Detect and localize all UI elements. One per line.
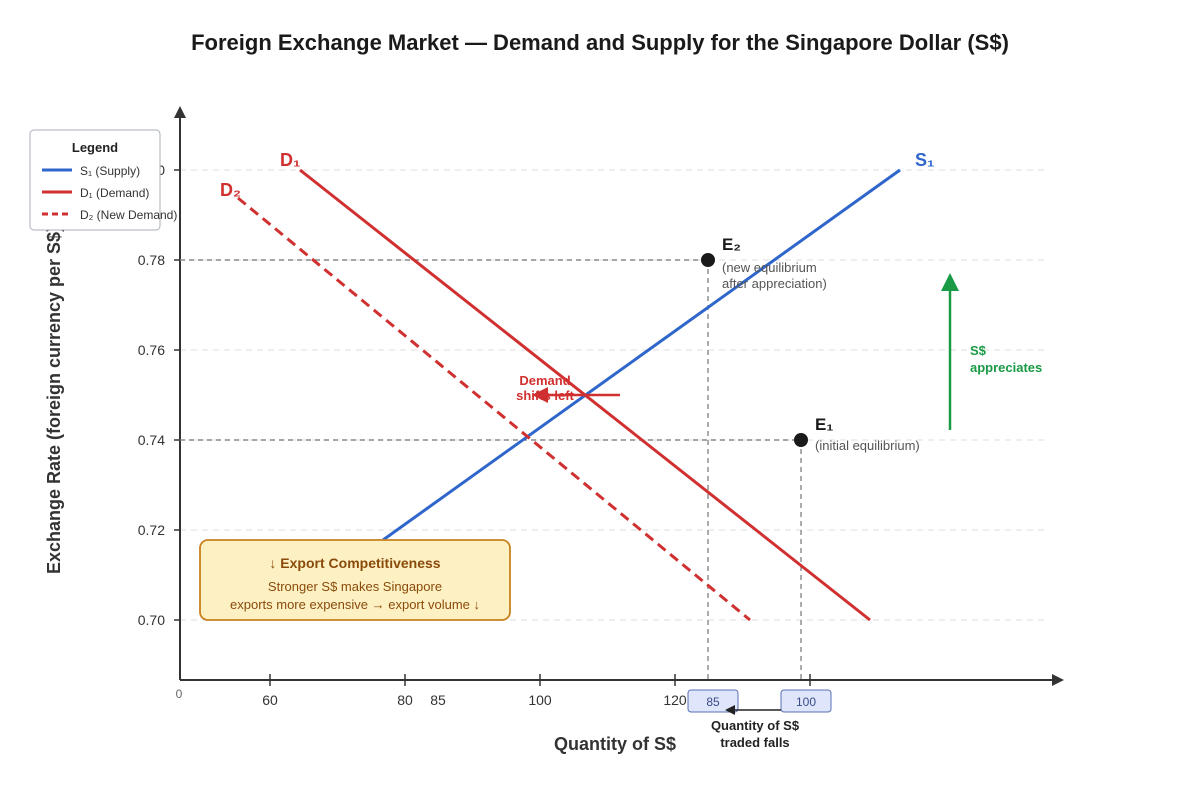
- quantity-old-box: 100: [780, 689, 832, 713]
- x-tick-label: 60: [262, 692, 278, 708]
- x-tick-label: 120: [663, 692, 687, 708]
- export-box-title: ↓ Export Competitiveness: [269, 555, 440, 571]
- quantity-new-box: 85: [687, 689, 739, 713]
- quantity-falls-line2: traded falls: [720, 735, 789, 750]
- legend-item-new-demand: D₂ (New Demand): [80, 208, 177, 222]
- legend-title: Legend: [72, 140, 118, 155]
- legend-item-demand: D₁ (Demand): [80, 186, 149, 200]
- origin-label: 0: [176, 687, 183, 701]
- legend-item-supply: S₁ (Supply): [80, 164, 140, 178]
- demand2-curve-label: D₂: [220, 180, 241, 200]
- export-box-line1: Stronger S$ makes Singapore: [268, 579, 442, 594]
- x-axis-title: Quantity of S$: [554, 734, 676, 754]
- appreciation-label-line2: appreciates: [970, 360, 1042, 375]
- demand-curve-d2: [237, 196, 751, 622]
- chart-title: Foreign Exchange Market — Demand and Sup…: [191, 30, 1009, 55]
- export-competitiveness-box: ↓ Export Competitiveness Stronger S$ mak…: [199, 539, 511, 621]
- quantity-falls-line1: Quantity of S$: [711, 718, 800, 733]
- quantity-old-value: 100: [796, 695, 816, 709]
- y-tick-label: 0.70: [138, 612, 165, 628]
- x-tick-label: 80: [397, 692, 413, 708]
- export-box-line2: exports more expensive → export volume ↓: [230, 597, 480, 612]
- e2-point: [701, 253, 715, 267]
- x-tick-marks: [269, 674, 811, 686]
- equilibrium-guides: [180, 259, 802, 680]
- y-tick-label: 0.74: [138, 432, 165, 448]
- x-tick-labels: 60 80 85 100 120: [262, 692, 687, 708]
- e1-note: (initial equilibrium): [815, 438, 920, 453]
- x-tick-label: 100: [528, 692, 552, 708]
- supply-curve-s1: [382, 168, 901, 542]
- e1-point: [794, 433, 808, 447]
- quantity-new-value: 85: [706, 695, 720, 709]
- e2-note-line2: after appreciation): [722, 276, 827, 291]
- y-tick-marks: [174, 169, 180, 621]
- y-axis-title: Exchange Rate (foreign currency per S$): [44, 226, 64, 574]
- demand-shift-label-line2: shifts left: [516, 388, 574, 403]
- legend: Legend S₁ (Supply) D₁ (Demand) D₂ (New D…: [29, 129, 177, 231]
- y-tick-label: 0.72: [138, 522, 165, 538]
- demand-shift-label-line1: Demand: [519, 373, 570, 388]
- e2-label: E₂: [722, 235, 741, 254]
- y-tick-label: 0.78: [138, 252, 165, 268]
- supply-curve-label: S₁: [915, 150, 934, 170]
- y-tick-label: 0.76: [138, 342, 165, 358]
- e1-label: E₁: [815, 415, 833, 434]
- demand-curve-label: D₁: [280, 150, 300, 170]
- y-tick-labels: 0.70 0.72 0.74 0.76 0.78 0.80: [138, 162, 165, 628]
- x-tick-label: 85: [430, 692, 446, 708]
- e2-note-line1: (new equilibrium: [722, 260, 817, 275]
- appreciation-label-line1: S$: [970, 343, 987, 358]
